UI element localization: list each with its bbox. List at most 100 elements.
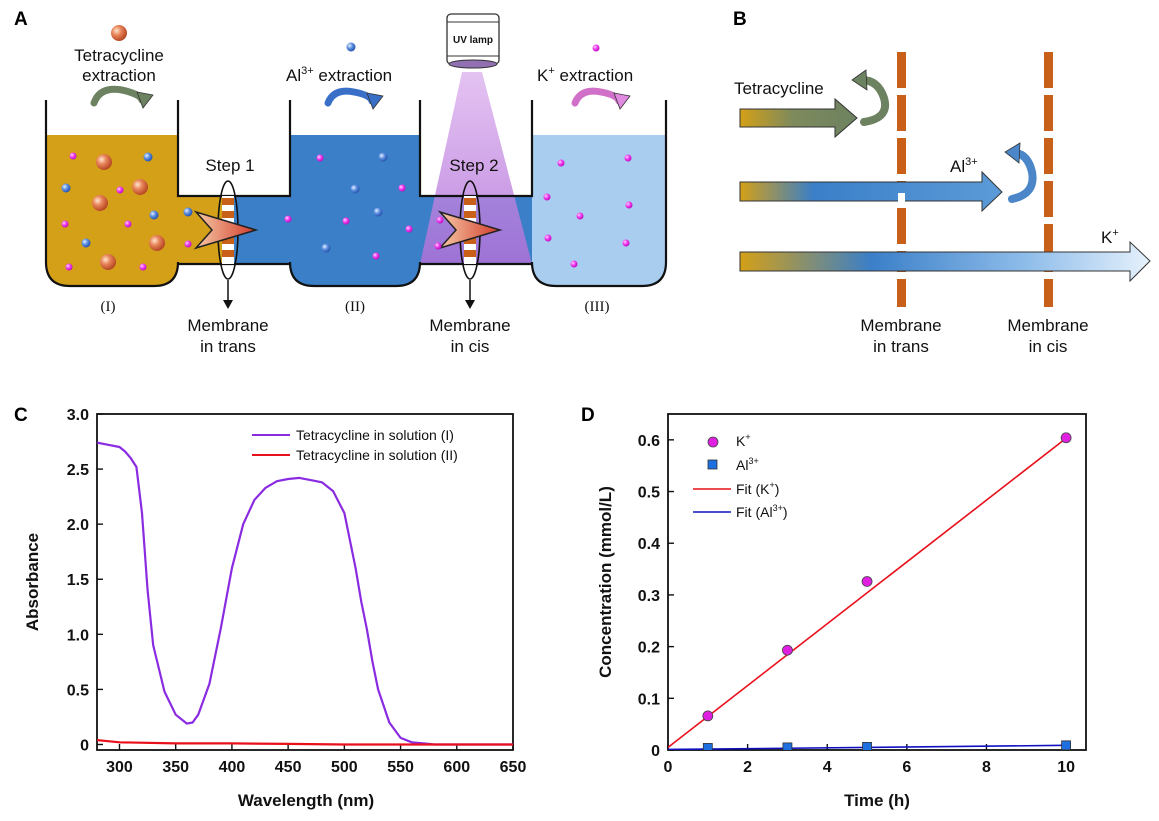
membrane-trans-label-2: in trans	[200, 337, 256, 356]
k-curl-arrow	[571, 87, 623, 107]
absorbance-x-axis-label: Wavelength (nm)	[238, 791, 374, 810]
panel-b-membrane-cis-label-2: in cis	[1029, 337, 1068, 356]
absorbance-x-tick-label: 350	[162, 759, 189, 776]
membrane-trans-label-1: Membrane	[187, 316, 268, 335]
absorbance-x-tick-label: 400	[219, 759, 246, 776]
data-point-al	[702, 743, 713, 750]
absorbance-x-tick-label: 450	[275, 759, 302, 776]
tetracycline-arrow	[739, 97, 858, 139]
legend-marker-al	[707, 459, 718, 470]
legend-fit-al: Fit (Al3+)	[736, 503, 788, 520]
absorbance-y-tick-label: 2.5	[67, 462, 89, 479]
al-rejection-curl	[1008, 149, 1037, 203]
absorbance-y-tick-label: 0	[80, 737, 89, 754]
panel-label-b: B	[733, 9, 747, 30]
data-point-k	[861, 576, 873, 587]
data-point-al	[862, 741, 872, 750]
cell-container	[44, 100, 668, 288]
concentration-legend: K+ Al3+ Fit (K+) Fit (Al3+)	[693, 432, 788, 520]
step-1-label: Step 1	[205, 156, 254, 175]
panel-b-membrane-cis-label-1: Membrane	[1007, 316, 1088, 335]
concentration-y-tick-label: 0.3	[638, 588, 660, 605]
concentration-y-tick-label: 0.6	[638, 433, 660, 450]
panel-label-a: A	[14, 9, 28, 30]
concentration-y-tick-label: 0	[651, 743, 660, 760]
cell-iii-particles	[543, 154, 633, 268]
concentration-y-tick-label: 0.5	[638, 485, 660, 502]
absorbance-y-axis-label: Absorbance	[23, 533, 42, 631]
concentration-chart: 0 2 4 6 8 10 0 0.1 0.2 0.3 0.4 0.5 0.6 Time (h) Conc…	[596, 413, 1087, 810]
absorbance-x-tick-label: 650	[500, 759, 527, 776]
legend-fit-k: Fit (K+)	[736, 480, 779, 497]
panel-b-membrane-trans-label-2: in trans	[873, 337, 929, 356]
data-point-k	[782, 644, 793, 656]
legend-marker-k	[707, 436, 719, 448]
tetracycline-curl-arrowhead	[136, 91, 154, 109]
al-rejection-arrowhead	[1004, 142, 1021, 164]
tetracycline-rejection-curl	[858, 76, 889, 126]
concentration-x-tick-label: 2	[743, 759, 752, 776]
cell-iii-label: (III)	[585, 299, 610, 315]
cell-ii-liquid	[290, 135, 420, 286]
cell-ii-label: (II)	[345, 299, 365, 315]
absorbance-plot-frame	[96, 413, 514, 751]
al-curl-arrow	[324, 87, 376, 107]
absorbance-series-solution-ii	[97, 739, 513, 746]
tetracycline-curl-arrow	[90, 85, 146, 107]
absorbance-legend: Tetracycline in solution (I) Tetracyclin…	[252, 427, 458, 463]
data-point-al	[782, 742, 793, 750]
step-2-label: Step 2	[449, 156, 498, 175]
absorbance-y-tick-label: 1.0	[67, 627, 89, 644]
absorbance-x-tick-label: 300	[106, 759, 133, 776]
k-ion-icon	[592, 44, 600, 52]
cell-ii-particles	[284, 152, 444, 260]
absorbance-y-tick-label: 2.0	[67, 517, 89, 534]
al-ion-icon	[346, 42, 356, 52]
concentration-x-axis-label: Time (h)	[844, 791, 910, 810]
absorbance-y-tick-label: 1.5	[67, 572, 89, 589]
membrane-cis-label-1: Membrane	[429, 316, 510, 335]
concentration-x-tick-label: 10	[1057, 759, 1075, 776]
uv-lamp: UV lamp	[446, 13, 500, 69]
tetracycline-molecule-icon	[111, 25, 127, 41]
legend-solution-ii: Tetracycline in solution (II)	[296, 447, 458, 463]
panel-b-membrane-cis	[1044, 52, 1053, 307]
absorbance-y-tick-label: 3.0	[67, 407, 89, 424]
tetracycline-extraction-label-1: Tetracycline	[74, 46, 164, 65]
absorbance-chart: 300 350 400 450 500 550 600 650 0 0.5 1.0 1.5 2.0 2.5…	[23, 407, 526, 810]
concentration-plot-frame	[667, 413, 1087, 751]
panel-b-al-label: Al3+	[950, 156, 978, 176]
al-curl-arrowhead	[366, 92, 384, 110]
legend-k: K+	[736, 432, 751, 449]
legend-al: Al3+	[736, 456, 759, 473]
cell-i-label: (I)	[101, 299, 116, 315]
concentration-y-axis-label: Concentration (mmol/L)	[596, 486, 615, 678]
concentration-y-tick-label: 0.4	[638, 536, 660, 553]
concentration-x-tick-label: 8	[982, 759, 991, 776]
k-arrow	[739, 240, 1151, 283]
al-membrane-gap	[898, 193, 905, 208]
absorbance-y-tick-label: 0.5	[67, 682, 89, 699]
arrow-down-cis	[465, 300, 475, 309]
absorbance-series-solution-i	[97, 441, 513, 746]
cell-i-particles	[61, 152, 193, 271]
al-arrow	[739, 170, 1003, 213]
tetracycline-label: Tetracycline	[734, 79, 824, 98]
concentration-y-tick-label: 0.1	[638, 691, 660, 708]
absorbance-x-tick-label: 600	[443, 759, 470, 776]
absorbance-x-tick-label: 550	[387, 759, 414, 776]
data-point-al	[1061, 740, 1071, 750]
absorbance-x-tick-label: 500	[331, 759, 358, 776]
panel-b-membrane-trans-label-1: Membrane	[860, 316, 941, 335]
flow-arrow-step1	[193, 210, 259, 250]
k-extraction-label: K+ extraction	[537, 65, 633, 85]
k-curl-arrowhead	[613, 92, 631, 110]
fit-line-k	[668, 437, 1067, 749]
membrane-cis-label-2: in cis	[451, 337, 490, 356]
data-point-k	[1060, 432, 1072, 444]
data-point-k	[702, 710, 714, 722]
cell-iii-liquid	[532, 135, 666, 286]
concentration-x-tick-label: 4	[823, 759, 832, 776]
concentration-y-tick-label: 0.2	[638, 640, 660, 657]
